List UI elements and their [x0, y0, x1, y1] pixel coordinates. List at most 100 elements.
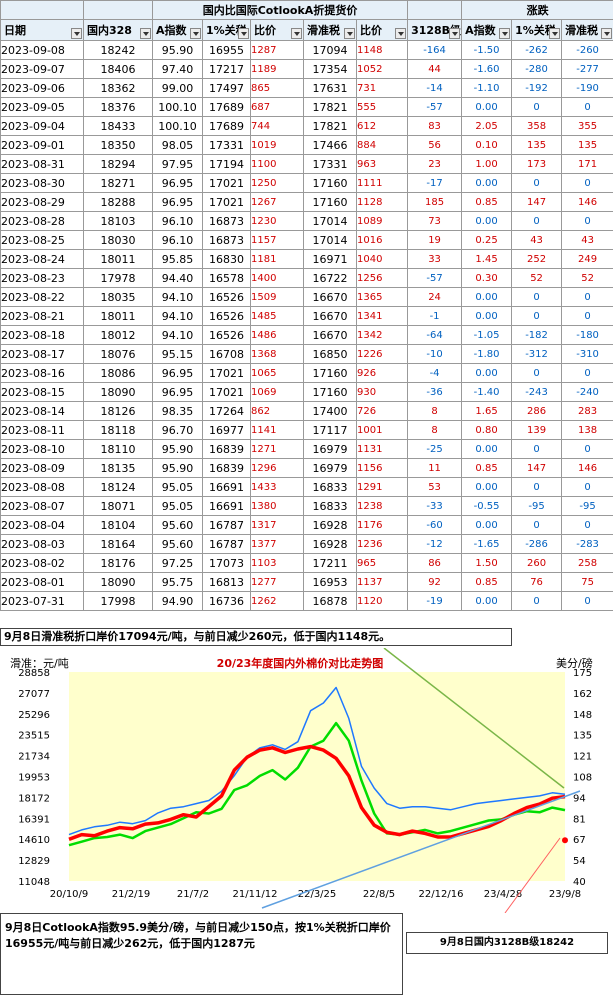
y-left-tick-label: 14610: [18, 835, 50, 846]
table-row: 2023-09-04 18433 100.10 17689 744 17821 612 83 2…: [0, 116, 613, 136]
table-cell: 0.00: [461, 439, 513, 459]
a-index-note: 9月8日CotlookA指数95.9美分/磅，与前日减少150点，按1%关税折口…: [0, 913, 403, 995]
table-cell: 1262: [250, 591, 304, 611]
table-cell: 1433: [250, 477, 304, 497]
table-cell: 0: [511, 173, 563, 193]
column-header-label: 比价: [360, 24, 382, 37]
filter-dropdown-icon[interactable]: [449, 28, 461, 39]
table-cell: 1.00: [461, 154, 513, 174]
table-cell: -25: [407, 439, 463, 459]
filter-dropdown-icon[interactable]: [499, 28, 511, 39]
table-cell: 0: [511, 363, 563, 383]
filter-dropdown-icon[interactable]: [238, 28, 249, 39]
series-line-a-index: [68, 686, 566, 836]
y-right-tick-label: 40: [573, 877, 586, 888]
table-cell: 16928: [303, 534, 357, 554]
table-cell: 19: [407, 230, 463, 250]
table-cell: 1181: [250, 249, 304, 269]
filter-dropdown-icon[interactable]: [71, 28, 82, 39]
table-cell: -280: [511, 59, 563, 79]
column-header: 滑准税: [303, 19, 357, 41]
table-cell: 16691: [202, 477, 251, 497]
table-cell: 16873: [202, 230, 251, 250]
table-cell: 1291: [355, 477, 409, 497]
date-cell: 2023-08-09: [0, 458, 84, 478]
table-cell: 17689: [202, 97, 251, 117]
table-cell: 23: [407, 154, 463, 174]
table-cell: 17160: [303, 173, 357, 193]
table-cell: -1.80: [461, 344, 513, 364]
y-right-tick-label: 54: [573, 856, 586, 867]
table-cell: 1128: [355, 192, 409, 212]
table-cell: 18118: [83, 420, 153, 440]
table-cell: 146: [561, 192, 613, 212]
group-header-change: 涨跌: [461, 0, 613, 20]
table-cell: 1019: [250, 135, 304, 155]
table-cell: 95.60: [152, 534, 203, 554]
column-header-label: A指数: [465, 24, 496, 37]
filter-dropdown-icon[interactable]: [140, 28, 151, 39]
table-cell: 18362: [83, 78, 153, 98]
y-left-tick-label: 27077: [18, 689, 50, 700]
filter-dropdown-icon[interactable]: [395, 28, 407, 39]
table-cell: 16813: [202, 572, 251, 592]
table-cell: 95.90: [152, 40, 203, 60]
date-cell: 2023-07-31: [0, 591, 84, 611]
date-cell: 2023-08-08: [0, 477, 84, 497]
table-cell: 18076: [83, 344, 153, 364]
column-header: 1%关税: [511, 19, 563, 41]
table-cell: 17631: [303, 78, 357, 98]
x-tick-label: 23/9/8: [549, 889, 581, 900]
table-cell: 0: [561, 211, 613, 231]
column-header: 3128B级: [407, 19, 463, 41]
callout-line-blue: [261, 790, 581, 909]
table-cell: 0.00: [461, 477, 513, 497]
y-right-tick-label: 175: [573, 668, 592, 679]
domestic-3128b-note: 9月8日国内3128B级18242: [406, 932, 608, 954]
y-left-tick-label: 28858: [18, 668, 50, 679]
x-tick-label: 23/4/28: [484, 889, 523, 900]
table-cell: 1271: [250, 439, 304, 459]
table-row: 2023-08-25 18030 96.10 16873 1157 17014 1016 19…: [0, 230, 613, 250]
table-cell: 726: [355, 401, 409, 421]
table-cell: -14: [407, 78, 463, 98]
filter-dropdown-icon[interactable]: [291, 28, 302, 39]
table-cell: 0.00: [461, 306, 513, 326]
column-header-label: 1%关税: [515, 24, 556, 37]
filter-dropdown-icon[interactable]: [344, 28, 355, 39]
table-cell: 0.00: [461, 211, 513, 231]
series-line-sliding: [68, 721, 566, 847]
table-cell: 18011: [83, 306, 153, 326]
table-cell: 16736: [202, 591, 251, 611]
series-line-domestic: [68, 744, 566, 841]
table-cell: 1089: [355, 211, 409, 231]
table-cell: 16526: [202, 287, 251, 307]
date-cell: 2023-08-15: [0, 382, 84, 402]
y-left-tick-label: 18172: [18, 793, 50, 804]
date-cell: 2023-09-05: [0, 97, 84, 117]
filter-dropdown-icon[interactable]: [601, 28, 613, 39]
table-cell: -243: [511, 382, 563, 402]
table-cell: 18135: [83, 458, 153, 478]
x-tick-label: 22/3/25: [298, 889, 337, 900]
table-cell: 17331: [303, 154, 357, 174]
table-cell: 17998: [83, 591, 153, 611]
date-cell: 2023-08-21: [0, 306, 84, 326]
table-cell: 283: [561, 401, 613, 421]
filter-dropdown-icon[interactable]: [190, 28, 201, 39]
table-cell: 75: [561, 572, 613, 592]
table-cell: 1485: [250, 306, 304, 326]
table-cell: -10: [407, 344, 463, 364]
table-cell: 16833: [303, 496, 357, 516]
table-cell: 8: [407, 420, 463, 440]
table-cell: -95: [511, 496, 563, 516]
table-cell: 95.15: [152, 344, 203, 364]
filter-dropdown-icon[interactable]: [549, 28, 561, 39]
table-cell: 0.85: [461, 572, 513, 592]
table-row: 2023-08-03 18164 95.60 16787 1377 16928 1236 -1…: [0, 534, 613, 554]
table-cell: 17497: [202, 78, 251, 98]
table-cell: 17160: [303, 382, 357, 402]
date-cell: 2023-08-18: [0, 325, 84, 345]
table-cell: 16833: [303, 477, 357, 497]
y-right-tick-label: 162: [573, 689, 592, 700]
